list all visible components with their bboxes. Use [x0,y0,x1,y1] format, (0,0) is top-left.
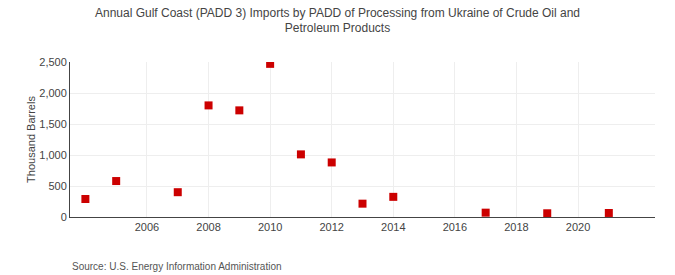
svg-text:2014: 2014 [381,221,405,233]
svg-text:2010: 2010 [258,221,282,233]
svg-text:2020: 2020 [566,221,590,233]
svg-text:500: 500 [48,180,66,192]
svg-text:2012: 2012 [319,221,343,233]
svg-text:2006: 2006 [135,221,159,233]
svg-text:Thousand Barrels: Thousand Barrels [25,96,37,183]
svg-text:0: 0 [61,211,67,223]
svg-text:2,500: 2,500 [39,56,67,68]
svg-text:2018: 2018 [504,221,528,233]
svg-text:Source: U.S. Energy Informatio: Source: U.S. Energy Information Administ… [72,261,282,272]
svg-text:2008: 2008 [196,221,220,233]
svg-text:1,500: 1,500 [39,118,67,130]
svg-text:Annual Gulf Coast (PADD 3) Imp: Annual Gulf Coast (PADD 3) Imports by PA… [95,6,580,36]
svg-text:1,000: 1,000 [39,149,67,161]
svg-text:2016: 2016 [443,221,467,233]
svg-text:2,000: 2,000 [39,87,67,99]
